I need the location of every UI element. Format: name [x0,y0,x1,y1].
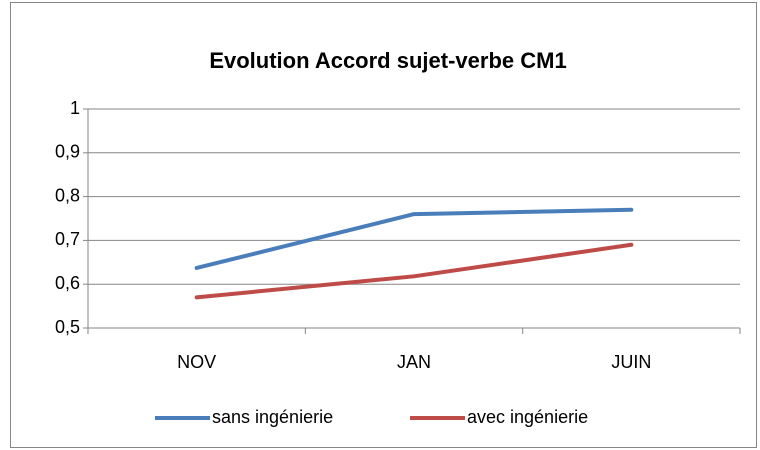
x-tick-label: NOV [177,352,216,372]
y-tick-label: 0,9 [55,142,80,162]
legend-label: sans ingénierie [212,407,333,427]
y-tick-label: 0,7 [55,229,80,249]
y-tick-label: 0,5 [55,317,80,337]
series-line [194,242,634,300]
series-line [194,207,634,270]
x-tick-label: JAN [397,352,431,372]
x-tick-label: JUIN [611,352,651,372]
legend-label: avec ingénierie [467,407,588,427]
chart-title: Evolution Accord sujet-verbe CM1 [209,48,566,73]
y-tick-label: 1 [70,98,80,118]
chart-frame [10,2,757,448]
y-tick-label: 0,8 [55,185,80,205]
y-tick-label: 0,6 [55,273,80,293]
